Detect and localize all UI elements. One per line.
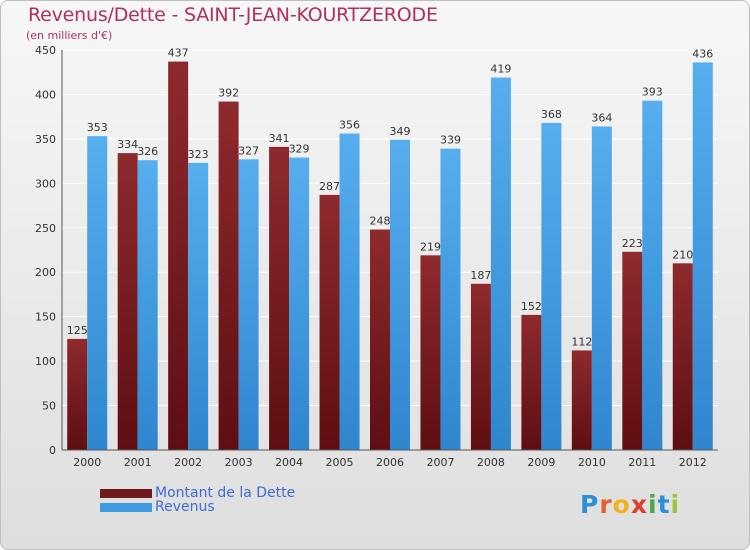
bar-debt xyxy=(319,194,340,450)
data-label-revenue: 364 xyxy=(591,111,612,124)
bar-revenue xyxy=(440,148,461,450)
data-label-revenue: 323 xyxy=(188,148,209,161)
data-label-revenue: 329 xyxy=(289,143,310,156)
data-label-debt: 223 xyxy=(622,237,643,250)
y-tick-label: 250 xyxy=(35,222,56,235)
data-label-revenue: 353 xyxy=(87,121,108,134)
bar-debt xyxy=(370,229,390,450)
data-label-revenue: 436 xyxy=(692,47,713,60)
legend-swatch-revenue xyxy=(100,503,152,512)
data-label-revenue: 368 xyxy=(541,108,562,121)
logo-letter: P xyxy=(580,490,600,519)
legend-label-revenue: Revenus xyxy=(155,499,215,515)
bars xyxy=(67,61,713,451)
bar-debt xyxy=(470,283,491,450)
bar-revenue xyxy=(591,126,612,450)
x-tick-label: 2011 xyxy=(628,456,656,469)
x-tick-label: 2000 xyxy=(73,456,101,469)
logo-letter: o xyxy=(612,490,631,519)
proxiti-logo: Proxiti xyxy=(580,490,680,519)
bar-debt xyxy=(521,314,542,450)
y-tick-label: 400 xyxy=(35,88,56,101)
y-tick-label: 150 xyxy=(35,311,56,324)
bar-revenue xyxy=(390,139,410,450)
data-label-debt: 334 xyxy=(117,138,138,151)
chart-subtitle: (en milliers d'€) xyxy=(26,29,113,42)
x-tick-label: 2004 xyxy=(275,456,303,469)
x-tick-label: 2012 xyxy=(679,456,707,469)
y-tick-label: 300 xyxy=(35,177,56,190)
data-label-debt: 152 xyxy=(521,300,542,313)
x-tick-label: 2005 xyxy=(326,456,354,469)
y-tick-label: 0 xyxy=(49,444,56,457)
legend-label-debt: Montant de la Dette xyxy=(155,485,296,501)
data-label-revenue: 326 xyxy=(137,145,158,158)
y-tick-label: 50 xyxy=(42,400,56,413)
logo-letter: t xyxy=(657,490,671,519)
y-tick-label: 350 xyxy=(35,133,56,146)
data-label-debt: 187 xyxy=(470,269,491,282)
bar-debt xyxy=(168,61,189,451)
legend-swatch-debt xyxy=(100,489,152,498)
data-label-debt: 125 xyxy=(67,324,88,337)
x-tick-label: 2002 xyxy=(174,456,202,469)
bar-debt xyxy=(622,251,643,450)
bar-revenue xyxy=(490,77,511,451)
bar-debt xyxy=(218,101,239,451)
y-axis-ticks: 0 50 100 150 200 250 300 350 400 450 xyxy=(35,44,56,457)
bar-revenue xyxy=(137,160,158,450)
x-tick-label: 2001 xyxy=(124,456,152,469)
bar-debt xyxy=(420,255,441,450)
data-label-debt: 341 xyxy=(269,132,290,145)
x-tick-label: 2010 xyxy=(578,456,606,469)
logo-letter: i xyxy=(648,490,658,519)
bar-revenue xyxy=(339,133,360,451)
data-label-debt: 437 xyxy=(168,47,189,60)
bar-debt xyxy=(269,146,290,450)
x-tick-label: 2006 xyxy=(376,456,404,469)
chart-title: Revenus/Dette - SAINT-JEAN-KOURTZERODE xyxy=(28,4,438,26)
bar-debt xyxy=(67,338,88,450)
data-label-revenue: 349 xyxy=(390,125,411,138)
data-label-revenue: 393 xyxy=(642,86,663,99)
bar-debt xyxy=(117,153,138,450)
data-label-revenue: 356 xyxy=(339,119,360,132)
data-label-debt: 248 xyxy=(370,215,391,228)
bar-revenue xyxy=(642,100,663,451)
bar-revenue xyxy=(692,62,713,450)
y-tick-label: 200 xyxy=(35,266,56,279)
bar-debt xyxy=(672,263,693,450)
data-label-debt: 219 xyxy=(420,240,441,253)
data-label-debt: 210 xyxy=(672,248,693,261)
x-tick-label: 2009 xyxy=(527,456,555,469)
data-label-revenue: 339 xyxy=(440,134,461,147)
x-tick-label: 2008 xyxy=(477,456,505,469)
logo-letter: i xyxy=(670,490,681,519)
bar-revenue xyxy=(87,136,108,450)
logo-letter: r xyxy=(599,490,613,519)
bar-revenue xyxy=(238,159,259,451)
data-label-revenue: 419 xyxy=(490,63,511,76)
logo-letter: x xyxy=(630,490,648,519)
y-tick-label: 450 xyxy=(35,44,56,57)
data-label-debt: 287 xyxy=(319,180,340,193)
data-label-debt: 112 xyxy=(571,335,592,348)
data-label-debt: 392 xyxy=(218,87,239,100)
bar-debt xyxy=(571,350,592,450)
x-axis-ticks: 2000 2001 2002 2003 2004 2005 2006 2007 2008 2009… xyxy=(73,456,707,469)
bar-revenue xyxy=(188,162,209,450)
bar-revenue xyxy=(541,122,562,450)
y-tick-label: 100 xyxy=(35,355,56,368)
x-tick-label: 2003 xyxy=(225,456,253,469)
bar-revenue xyxy=(289,157,310,451)
x-tick-label: 2007 xyxy=(426,456,454,469)
data-label-revenue: 327 xyxy=(238,144,259,157)
